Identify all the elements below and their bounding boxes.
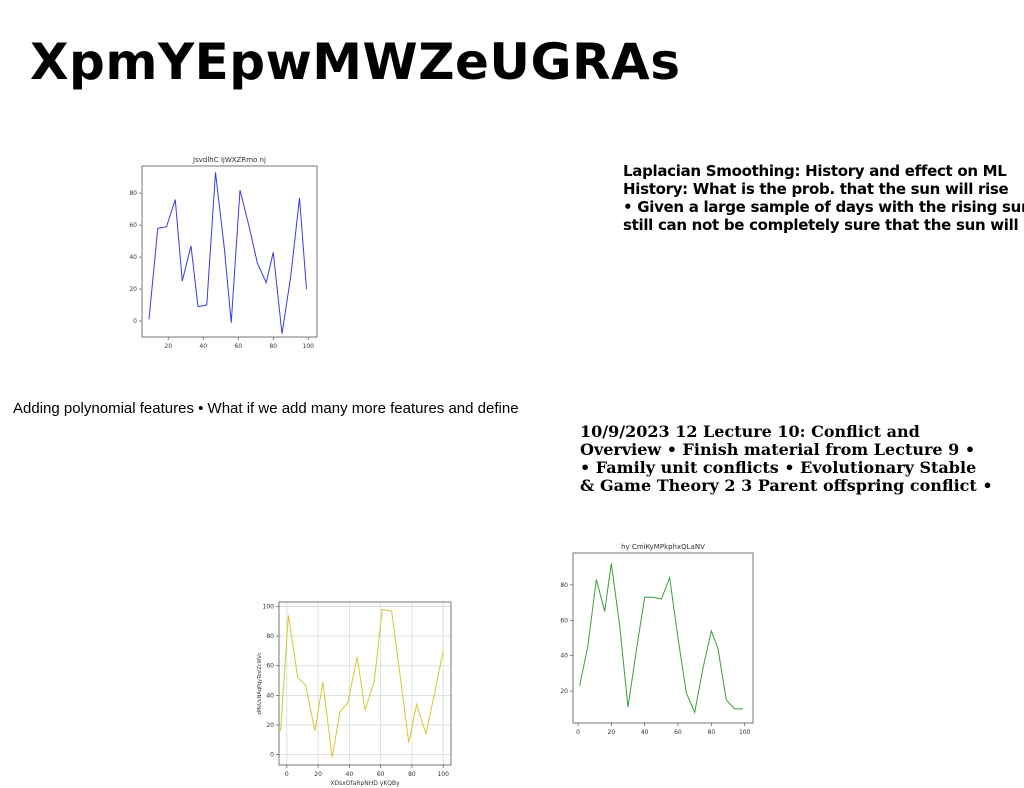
x-tick-label: 60 <box>674 729 682 736</box>
line-chart-blue: 20 40 60 80 100 0 20 40 60 80 JsvdlhC IjWXZRmo nj <box>129 156 318 350</box>
y-tick-label: 0 <box>133 318 137 325</box>
x-tick-label: 60 <box>377 771 385 778</box>
x-tick-label: 80 <box>269 343 277 350</box>
x-tick-label: 100 <box>739 729 751 736</box>
caption-polynomial-features: Adding polynomial features • What if we … <box>13 400 519 417</box>
x-tick-label: 40 <box>641 729 649 736</box>
x-tick-label: 100 <box>303 343 315 350</box>
plot-frame <box>572 552 754 724</box>
text-line: Overview • Finish material from Lecture … <box>580 440 976 459</box>
x-tick-label: 20 <box>608 729 616 736</box>
x-tick-label: 40 <box>346 771 354 778</box>
y-tick-label: 20 <box>129 286 137 293</box>
text-line: still can not be completely sure that th… <box>623 216 1019 234</box>
x-tick-label: 80 <box>708 729 716 736</box>
x-tick-label: 20 <box>164 343 172 350</box>
y-tick-label: 40 <box>129 254 137 261</box>
series-line <box>280 608 444 758</box>
x-tick-label: 100 <box>437 771 449 778</box>
text-block-lecture: 10/9/2023 12 Lecture 10: Conflict and Ov… <box>580 423 993 495</box>
text-line: History: What is the prob. that the sun … <box>623 180 1009 198</box>
y-tick-label: 20 <box>266 722 274 729</box>
chart-title: hy CmiKyMPkphxQLaNV <box>621 543 705 551</box>
y-tick-label: 40 <box>266 692 274 699</box>
x-tick-label: 60 <box>234 343 242 350</box>
y-tick-label: 0 <box>270 752 274 759</box>
x-tick-label: 20 <box>314 771 322 778</box>
y-tick-label: 60 <box>560 617 568 624</box>
y-axis-label: zMkUvNAqPqyTesiZcWVc <box>257 652 263 715</box>
y-tick-label: 80 <box>560 582 568 589</box>
plot-frame <box>278 601 452 766</box>
y-tick-label: 60 <box>129 222 137 229</box>
y-tick-label: 40 <box>560 653 568 660</box>
series-line <box>148 172 307 334</box>
text-line: 10/9/2023 12 Lecture 10: Conflict and <box>580 422 920 441</box>
x-tick-label: 40 <box>199 343 207 350</box>
x-tick-label: 0 <box>285 771 289 778</box>
y-tick-label: 20 <box>560 688 568 695</box>
text-line: • Given a large sample of days with the … <box>623 198 1024 216</box>
y-tick-label: 80 <box>266 633 274 640</box>
line-chart-green: 0 20 40 60 80 100 20 40 60 80 hy CmiKyMPkphxQLaNV <box>560 543 754 736</box>
x-tick-label: 0 <box>576 729 580 736</box>
series-line <box>579 563 743 715</box>
text-line: Laplacian Smoothing: History and effect … <box>623 162 1007 180</box>
y-tick-label: 100 <box>263 603 275 610</box>
chart-title: JsvdlhC IjWXZRmo nj <box>192 156 266 164</box>
x-axis-label: XDsxOfaRpNHD yKQBy <box>330 780 400 787</box>
text-line: • Family unit conflicts • Evolutionary S… <box>580 458 977 477</box>
y-tick-label: 80 <box>129 190 137 197</box>
page-title: XpmYEpwMWZeUGRAs <box>30 33 681 91</box>
line-chart-yellow: 0 20 40 60 80 100 0 20 40 60 80 100 XDsxOfaRpNHD yKQ… <box>257 601 452 787</box>
plot-frame <box>141 165 318 338</box>
y-tick-label: 60 <box>266 663 274 670</box>
x-tick-label: 80 <box>408 771 416 778</box>
text-line: & Game Theory 2 3 Parent offspring confl… <box>580 476 993 495</box>
text-block-laplacian: Laplacian Smoothing: History and effect … <box>623 162 1024 234</box>
